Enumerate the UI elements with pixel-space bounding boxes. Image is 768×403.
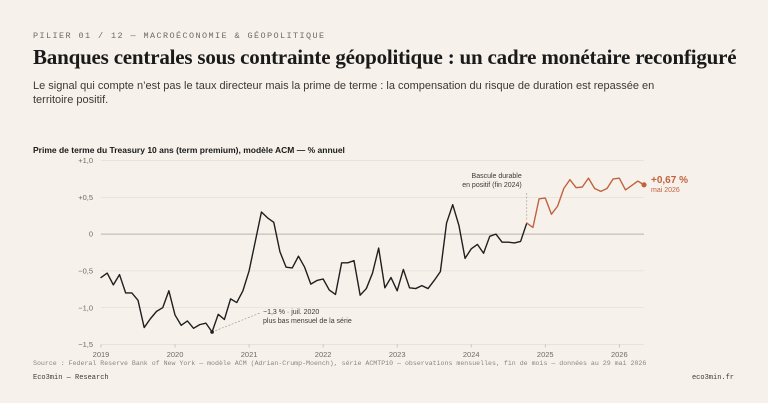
chart-title: Prime de terme du Treasury 10 ans (term … <box>33 145 345 155</box>
x-tick-label: 2021 <box>241 350 258 359</box>
y-tick-label: −0,5 <box>78 267 93 276</box>
y-tick-label: 0 <box>89 230 93 239</box>
y-tick-label: +0,5 <box>78 193 93 202</box>
source-note: Source : Federal Reserve Bank of New Yor… <box>33 360 647 367</box>
series-lines <box>100 177 645 333</box>
low-point-annotation: −1,3 % · juil. 2020 <box>263 309 319 316</box>
y-tick-label: −1,0 <box>78 303 93 312</box>
y-tick-label: +1,0 <box>78 156 93 165</box>
chart-annotations: −1,3 % · juil. 2020 plus bas mensuel de l… <box>210 173 688 334</box>
brand-label: Eco3min — Research <box>33 374 109 382</box>
x-tick-label: 2024 <box>463 350 480 359</box>
page-title: Banques centrales sous contrainte géopol… <box>33 45 737 69</box>
recent-series-line <box>526 177 645 229</box>
pillar-kicker: PILIER 01 / 12 — MACROÉCONOMIE & GÉOPOLI… <box>33 31 326 41</box>
x-tick-label: 2023 <box>389 350 406 359</box>
low-point-leader <box>211 312 261 333</box>
last-value-marker <box>641 182 647 188</box>
last-value-date: mai 2026 <box>651 187 680 194</box>
grid-lines <box>101 160 644 345</box>
x-tick-label: 2022 <box>315 350 332 359</box>
y-axis-ticks: +1,0 +0,5 0 −0,5 −1,0 −1,5 <box>78 156 93 349</box>
x-axis-ticks: 2019 2020 2021 2022 2023 2024 2025 2026 <box>93 344 628 359</box>
low-point-annotation: plus bas mensuel de la série <box>263 318 352 325</box>
y-tick-label: −1,5 <box>78 340 93 349</box>
x-tick-label: 2025 <box>537 350 554 359</box>
page-subtitle: Le signal qui compte n’est pas le taux d… <box>33 80 655 106</box>
low-point-marker <box>210 330 214 334</box>
switch-annotation: Bascule durable <box>472 173 522 180</box>
x-tick-label: 2019 <box>93 350 110 359</box>
switch-annotation: en positif (fin 2024) <box>462 182 522 189</box>
site-link[interactable]: eco3min.fr <box>691 374 734 382</box>
historical-series-line <box>100 203 528 333</box>
x-tick-label: 2026 <box>611 350 628 359</box>
last-value-label: +0,67 % <box>651 175 688 186</box>
x-tick-label: 2020 <box>167 350 184 359</box>
